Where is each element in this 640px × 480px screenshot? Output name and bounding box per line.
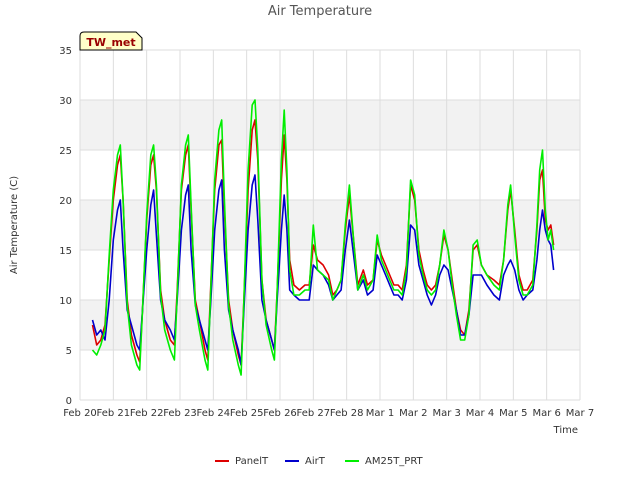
series-line-am25t-prt	[91, 99, 555, 376]
series-layer	[91, 99, 555, 376]
y-tick-label: 10	[59, 296, 72, 307]
station-badge-label: TW_met	[86, 36, 135, 49]
y-tick-label: 5	[66, 346, 72, 357]
x-tick-label: Mar 5	[499, 408, 527, 419]
x-tick-label: Feb 24	[197, 408, 231, 419]
series-line-airt	[91, 174, 555, 366]
y-tick-label: 35	[59, 46, 72, 57]
x-axis-label: Time	[553, 425, 578, 436]
y-tick-label: 15	[59, 246, 72, 257]
y-tick-label: 30	[59, 96, 72, 107]
y-axis-label: Air Temperature (C)	[9, 176, 20, 274]
x-tick-label: Mar 7	[566, 408, 594, 419]
y-axis-ticks: 0 5 10 15 20 25 30 35	[59, 46, 72, 407]
x-tick-label: Feb 26	[263, 408, 297, 419]
legend-label: AM25T_PRT	[365, 456, 424, 467]
x-tick-label: Mar 2	[399, 408, 427, 419]
x-tick-label: Feb 22	[130, 408, 164, 419]
x-tick-label: Mar 1	[366, 408, 394, 419]
y-tick-label: 25	[59, 146, 72, 157]
x-tick-label: Mar 4	[466, 408, 494, 419]
x-tick-label: Feb 27	[297, 408, 331, 419]
x-tick-label: Feb 23	[163, 408, 197, 419]
x-axis-ticks: Feb 20 Feb 21 Feb 22 Feb 23 Feb 24 Feb 25 Feb …	[63, 408, 594, 419]
x-tick-label: Feb 20	[63, 408, 97, 419]
legend-label: AirT	[305, 456, 326, 467]
y-tick-label: 20	[59, 196, 72, 207]
x-tick-label: Feb 28	[330, 408, 364, 419]
legend-label: PanelT	[235, 456, 269, 467]
x-tick-label: Feb 25	[230, 408, 264, 419]
legend: PanelT AirT AM25T_PRT	[215, 456, 424, 467]
station-badge: TW_met	[79, 31, 143, 51]
grid-band	[80, 300, 580, 350]
grid-band	[80, 200, 580, 250]
grid-band	[80, 100, 580, 150]
y-tick-label: 0	[66, 396, 72, 407]
x-tick-label: Mar 6	[532, 408, 560, 419]
chart-title: Air Temperature	[268, 4, 372, 19]
x-tick-label: Feb 21	[97, 408, 131, 419]
station-badge-box	[79, 31, 143, 51]
x-tick-label: Mar 3	[432, 408, 460, 419]
